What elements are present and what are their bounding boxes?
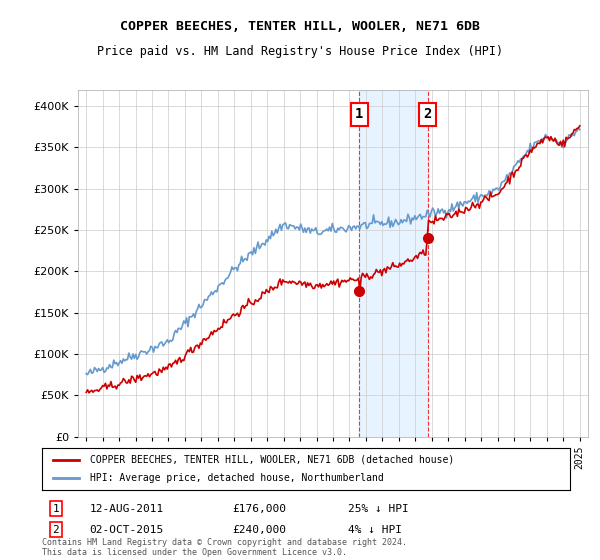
Text: 25% ↓ HPI: 25% ↓ HPI (348, 503, 409, 514)
Text: 02-OCT-2015: 02-OCT-2015 (89, 525, 164, 535)
Text: Contains HM Land Registry data © Crown copyright and database right 2024.
This d: Contains HM Land Registry data © Crown c… (42, 538, 407, 557)
Text: 1: 1 (53, 503, 59, 514)
Text: 2: 2 (424, 108, 432, 122)
Text: 12-AUG-2011: 12-AUG-2011 (89, 503, 164, 514)
Text: COPPER BEECHES, TENTER HILL, WOOLER, NE71 6DB: COPPER BEECHES, TENTER HILL, WOOLER, NE7… (120, 20, 480, 32)
Text: £240,000: £240,000 (232, 525, 286, 535)
Text: 2: 2 (53, 525, 59, 535)
Text: £176,000: £176,000 (232, 503, 286, 514)
Text: COPPER BEECHES, TENTER HILL, WOOLER, NE71 6DB (detached house): COPPER BEECHES, TENTER HILL, WOOLER, NE7… (89, 455, 454, 465)
Text: 1: 1 (355, 108, 364, 122)
Text: Price paid vs. HM Land Registry's House Price Index (HPI): Price paid vs. HM Land Registry's House … (97, 45, 503, 58)
Bar (359, 90, 428, 437)
Text: HPI: Average price, detached house, Northumberland: HPI: Average price, detached house, Nort… (89, 473, 383, 483)
Text: 4% ↓ HPI: 4% ↓ HPI (348, 525, 402, 535)
